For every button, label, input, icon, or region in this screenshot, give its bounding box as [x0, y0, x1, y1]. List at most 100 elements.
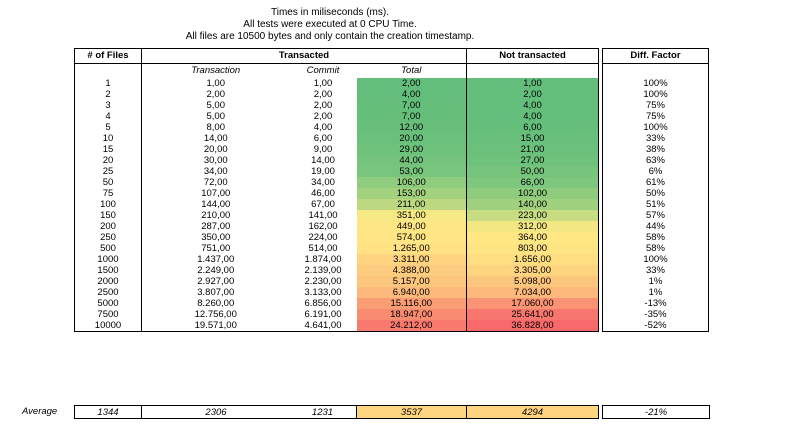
diff-row: 100% [603, 122, 709, 133]
cell-transaction: 5,00 [206, 100, 226, 111]
cell-commit: 67,00 [311, 199, 335, 210]
notes: Times in miliseconds (ms). All tests wer… [0, 7, 660, 43]
cell-not-transacted: 140,00 [466, 199, 599, 210]
table-row: 1000 1.437,00 1.874,00 3.311,00 1.656,00 [74, 254, 599, 265]
cell-total: 20,00 [356, 133, 467, 144]
average-commit: 1231 [289, 405, 357, 419]
cell-commit: 1,00 [313, 78, 333, 89]
cell-transaction: 751,00 [201, 243, 231, 254]
cell-diff-factor: 58% [645, 243, 665, 254]
table-row: 7500 12.756,00 6.191,00 18.947,00 25.641,00 [74, 309, 599, 320]
cell-not-transacted: 223,00 [466, 210, 599, 221]
cell-total: 5.157,00 [356, 276, 467, 287]
table-row: 500 751,00 514,00 1.265,00 803,00 [74, 243, 599, 254]
cell-not-transacted: 102,00 [466, 188, 599, 199]
cell-files: 1500 [74, 265, 142, 276]
cell-not-transacted: 3.305,00 [466, 265, 599, 276]
table-row: 3 5,00 2,00 7,00 4,00 [74, 100, 599, 111]
cell-diff-factor: -52% [644, 320, 667, 331]
cell-diff-factor: 100% [643, 78, 668, 89]
cell-commit: 514,00 [308, 243, 338, 254]
average-not-transacted: 4294 [466, 405, 599, 419]
cell-files: 1000 [74, 254, 142, 265]
header-transacted: Transacted [141, 48, 467, 64]
cell-files: 15 [74, 144, 142, 155]
diff-row: 100% [603, 254, 709, 265]
diff-row: 51% [603, 199, 709, 210]
header-files: # of Files [74, 48, 142, 64]
table-row: 1500 2.249,00 2.139,00 4.388,00 3.305,00 [74, 265, 599, 276]
cell-not-transacted: 4,00 [466, 111, 599, 122]
cell-total: 4,00 [356, 89, 467, 100]
cell-files: 4 [74, 111, 142, 122]
cell-diff-factor: 61% [645, 177, 665, 188]
diff-row: 57% [603, 210, 709, 221]
header-row: # of Files Transacted Not transacted [74, 48, 599, 64]
cell-transaction: 210,00 [201, 210, 231, 221]
cell-not-transacted: 2,00 [466, 89, 599, 100]
cell-total: 53,00 [356, 166, 467, 177]
cell-not-transacted: 15,00 [466, 133, 599, 144]
cell-not-transacted: 36.828,00 [466, 320, 599, 332]
subheader-commit: Commit [306, 65, 340, 76]
cell-files: 20 [74, 155, 142, 166]
cell-commit: 6.191,00 [304, 309, 342, 320]
subheader-blank-nt [466, 63, 599, 78]
cell-files: 75 [74, 188, 142, 199]
cell-transaction: 350,00 [201, 232, 231, 243]
cell-transaction: 19.571,00 [141, 320, 290, 332]
cell-total: 3.311,00 [356, 254, 467, 265]
cell-files: 150 [74, 210, 142, 221]
results-body: # of Files Transacted Not transacted Tra… [74, 48, 599, 332]
table-row: 4 5,00 2,00 7,00 4,00 [74, 111, 599, 122]
cell-total: 6.940,00 [356, 287, 467, 298]
table-row: 250 350,00 224,00 574,00 364,00 [74, 232, 599, 243]
cell-diff-factor: 50% [645, 188, 665, 199]
cell-diff-factor: 75% [645, 111, 665, 122]
cell-total: 211,00 [356, 199, 467, 210]
cell-not-transacted: 4,00 [466, 100, 599, 111]
cell-total: 153,00 [356, 188, 467, 199]
cell-total: 1.265,00 [356, 243, 467, 254]
cell-total: 2,00 [356, 78, 467, 89]
note-files: All files are 10500 bytes and only conta… [185, 31, 475, 42]
cell-files: 250 [74, 232, 142, 243]
table-row: 5 8,00 4,00 12,00 6,00 [74, 122, 599, 133]
cell-files: 3 [74, 100, 142, 111]
cell-files: 10 [74, 133, 142, 144]
table-row: 15 20,00 9,00 29,00 21,00 [74, 144, 599, 155]
cell-commit: 2.230,00 [304, 276, 342, 287]
diff-row: 6% [603, 166, 709, 177]
cell-not-transacted: 17.060,00 [466, 298, 599, 309]
cell-commit: 141,00 [308, 210, 338, 221]
cell-diff-factor: 58% [645, 232, 665, 243]
cell-diff-factor: 100% [643, 122, 668, 133]
cell-total: 24.212,00 [356, 320, 467, 332]
table-row: 200 287,00 162,00 449,00 312,00 [74, 221, 599, 232]
cell-not-transacted: 7.034,00 [466, 287, 599, 298]
table-row: 75 107,00 46,00 153,00 102,00 [74, 188, 599, 199]
cell-commit: 3.133,00 [304, 287, 342, 298]
diff-header-row: Diff. Factor [602, 48, 709, 64]
cell-diff-factor: 57% [645, 210, 665, 221]
cell-transaction: 1.437,00 [197, 254, 235, 265]
subheader-total: Total [401, 65, 422, 76]
cell-total: 18.947,00 [356, 309, 467, 320]
cell-not-transacted: 6,00 [466, 122, 599, 133]
cell-transaction: 2.249,00 [197, 265, 235, 276]
cell-transaction: 107,00 [201, 188, 231, 199]
cell-files: 50 [74, 177, 142, 188]
cell-total: 7,00 [356, 111, 467, 122]
cell-total: 15.116,00 [356, 298, 467, 309]
cell-files: 200 [74, 221, 142, 232]
cell-not-transacted: 1.656,00 [466, 254, 599, 265]
cell-commit: 46,00 [311, 188, 335, 199]
cell-commit: 6,00 [313, 133, 333, 144]
cell-diff-factor: 33% [645, 133, 665, 144]
cell-commit: 4,00 [313, 122, 333, 133]
cell-transaction: 12.756,00 [194, 309, 237, 320]
cell-transaction: 34,00 [203, 166, 228, 177]
cell-commit: 224,00 [308, 232, 338, 243]
cell-transaction: 30,00 [203, 155, 228, 166]
cell-commit: 2.139,00 [304, 265, 342, 276]
